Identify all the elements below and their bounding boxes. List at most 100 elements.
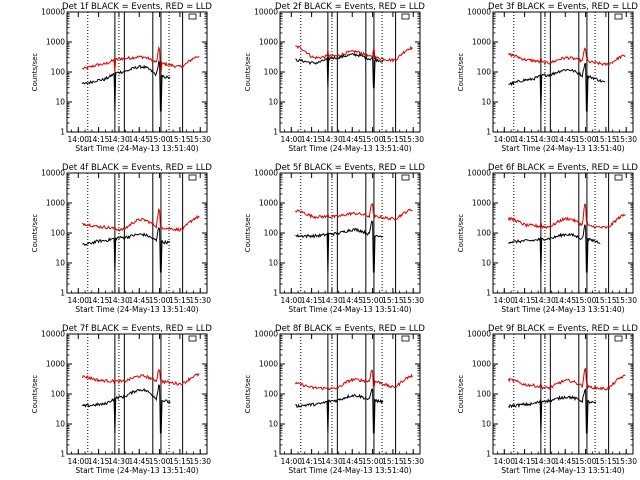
- detector-panel-7: Det 7f BLACK = Events, RED = LLD Start Ti…: [31, 324, 212, 475]
- y-axis-label: Counts/sec: [244, 375, 252, 414]
- y-tick-label: 100: [51, 68, 66, 77]
- y-tick-label: 10: [481, 259, 491, 268]
- x-tick-label: 14:30: [321, 135, 343, 144]
- y-tick-label: 10000: [254, 8, 278, 17]
- y-tick-label: 10000: [41, 169, 65, 178]
- x-tick-label: 15:15: [169, 457, 191, 466]
- x-axis-label: Start Time (24-May-13 13:51:40): [288, 466, 411, 475]
- x-tick-label: 15:15: [595, 457, 617, 466]
- detector-panel-9: Det 9f BLACK = Events, RED = LLD Start Ti…: [457, 324, 638, 475]
- x-tick-label: 15:30: [189, 296, 211, 305]
- x-tick-label: 14:15: [88, 457, 110, 466]
- y-tick-label: 100: [477, 68, 492, 77]
- x-axis-label: Start Time (24-May-13 13:51:40): [75, 466, 198, 475]
- y-axis-label: Counts/sec: [31, 53, 39, 92]
- x-tick-label: 15:00: [575, 135, 597, 144]
- x-tick-label: 15:30: [402, 296, 424, 305]
- y-tick-label: 10: [268, 98, 278, 107]
- x-tick-label: 15:30: [402, 457, 424, 466]
- y-tick-label: 10: [55, 420, 65, 429]
- legend-marker: [401, 174, 410, 181]
- y-tick-label: 1000: [472, 38, 491, 47]
- x-tick-label: 14:15: [301, 296, 323, 305]
- y-axis-label: Counts/sec: [244, 53, 252, 92]
- detector-panel-5: Det 5f BLACK = Events, RED = LLD Start Ti…: [244, 163, 425, 314]
- x-tick-label: 14:30: [534, 457, 556, 466]
- y-tick-label: 1: [273, 289, 278, 298]
- x-tick-label: 15:00: [149, 135, 171, 144]
- y-tick-label: 10: [268, 259, 278, 268]
- lld-rate-series: [508, 47, 626, 67]
- y-tick-label: 100: [264, 229, 279, 238]
- y-tick-label: 1: [60, 450, 65, 459]
- x-tick-label: 14:15: [514, 135, 536, 144]
- panel-title: Det 2f BLACK = Events, RED = LLD: [275, 2, 425, 12]
- panel-title: Det 6f BLACK = Events, RED = LLD: [488, 163, 638, 173]
- x-tick-label: 15:00: [149, 457, 171, 466]
- x-tick-label: 15:30: [189, 457, 211, 466]
- y-tick-label: 10000: [467, 8, 491, 17]
- y-tick-label: 10: [268, 420, 278, 429]
- x-tick-label: 14:45: [554, 135, 576, 144]
- y-tick-label: 10: [481, 420, 491, 429]
- y-tick-label: 1: [273, 450, 278, 459]
- y-tick-label: 1000: [472, 360, 491, 369]
- legend-marker: [401, 13, 410, 20]
- detector-panel-3: Det 3f BLACK = Events, RED = LLD Start Ti…: [457, 2, 638, 153]
- legend-marker: [401, 335, 410, 342]
- panel-title: Det 4f BLACK = Events, RED = LLD: [62, 163, 212, 173]
- x-tick-label: 14:00: [280, 296, 302, 305]
- y-tick-label: 1000: [259, 38, 278, 47]
- y-tick-label: 10000: [254, 330, 278, 339]
- y-axis-label: Counts/sec: [457, 53, 465, 92]
- y-axis-label: Counts/sec: [31, 375, 39, 414]
- y-tick-label: 1000: [472, 199, 491, 208]
- x-tick-label: 14:00: [67, 457, 89, 466]
- y-tick-label: 1000: [46, 360, 65, 369]
- x-axis-label: Start Time (24-May-13 13:51:40): [501, 144, 624, 153]
- x-tick-label: 15:00: [362, 135, 384, 144]
- x-tick-label: 14:15: [301, 457, 323, 466]
- detector-panel-2: Det 2f BLACK = Events, RED = LLD Start Ti…: [244, 2, 425, 153]
- x-tick-label: 14:30: [108, 457, 130, 466]
- y-axis-label: Counts/sec: [31, 214, 39, 253]
- x-tick-label: 15:15: [169, 135, 191, 144]
- x-tick-label: 15:30: [402, 135, 424, 144]
- y-tick-label: 10000: [467, 169, 491, 178]
- y-tick-label: 10000: [41, 8, 65, 17]
- y-axis-label: Counts/sec: [244, 214, 252, 253]
- x-tick-label: 15:30: [189, 135, 211, 144]
- event-rate-series: [81, 59, 171, 112]
- y-tick-label: 10: [55, 259, 65, 268]
- event-rate-series: [82, 226, 171, 273]
- event-rate-series: [295, 52, 384, 89]
- panel-title: Det 5f BLACK = Events, RED = LLD: [275, 163, 425, 173]
- lld-rate-series: [81, 368, 200, 386]
- x-tick-label: 14:00: [67, 296, 89, 305]
- event-rate-series: [295, 220, 384, 273]
- x-tick-label: 15:00: [362, 296, 384, 305]
- panel-title: Det 7f BLACK = Events, RED = LLD: [62, 324, 212, 334]
- y-tick-label: 1: [60, 128, 65, 137]
- y-tick-label: 10000: [467, 330, 491, 339]
- y-tick-label: 100: [477, 229, 492, 238]
- panel-title: Det 9f BLACK = Events, RED = LLD: [488, 324, 638, 334]
- legend-marker: [188, 13, 197, 20]
- y-tick-label: 1: [273, 128, 278, 137]
- y-tick-label: 100: [51, 229, 66, 238]
- y-tick-label: 1: [486, 128, 491, 137]
- lld-rate-series: [295, 45, 413, 63]
- x-tick-label: 15:15: [595, 296, 617, 305]
- x-tick-label: 14:30: [534, 296, 556, 305]
- detector-panel-1: Det 1f BLACK = Events, RED = LLD Start Ti…: [31, 2, 212, 153]
- y-axis-label: Counts/sec: [457, 214, 465, 253]
- x-tick-label: 15:15: [382, 296, 404, 305]
- y-tick-label: 1000: [259, 360, 278, 369]
- y-tick-label: 1000: [46, 199, 65, 208]
- event-rate-series: [295, 388, 384, 434]
- y-tick-label: 10000: [41, 330, 65, 339]
- x-tick-label: 15:00: [575, 457, 597, 466]
- x-tick-label: 14:45: [128, 457, 150, 466]
- x-tick-label: 15:15: [169, 296, 191, 305]
